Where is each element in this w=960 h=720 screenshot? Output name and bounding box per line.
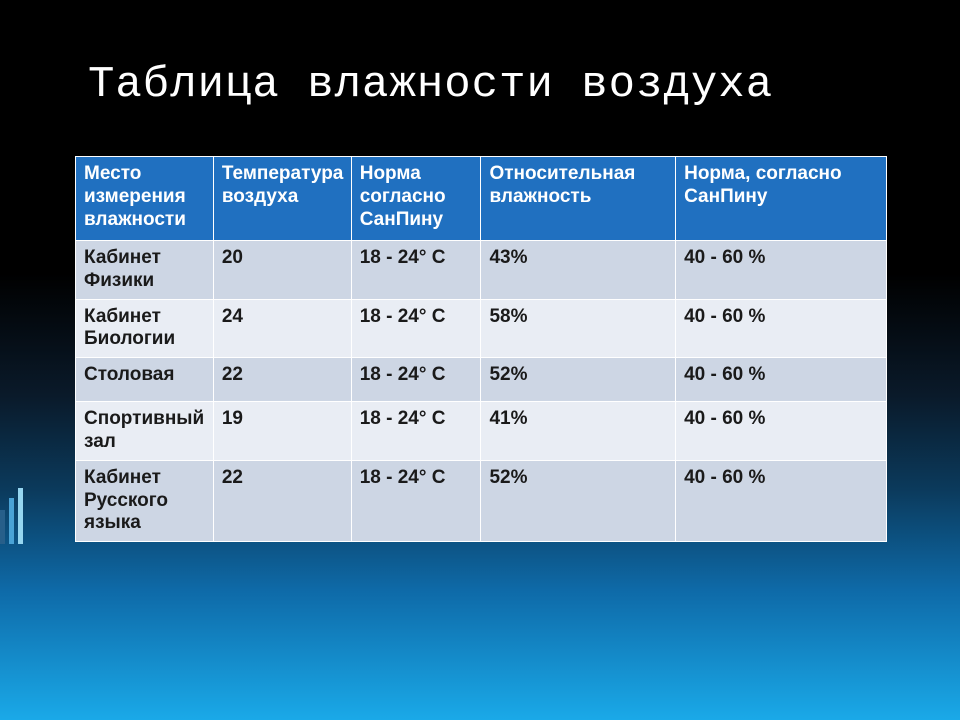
table-row: Кабинет Физики 20 18 - 24° C 43% 40 - 60… xyxy=(76,241,887,300)
cell-place: Кабинет Биологии xyxy=(76,299,214,358)
cell-tempnorm: 18 - 24° C xyxy=(351,460,481,541)
cell-humnorm: 40 - 60 % xyxy=(676,358,887,402)
col-header-humidity: Относительная влажность xyxy=(481,157,676,241)
page-title: Таблица влажности воздуха xyxy=(88,60,773,110)
accent-bars xyxy=(0,488,23,544)
cell-humnorm: 40 - 60 % xyxy=(676,241,887,300)
cell-humnorm: 40 - 60 % xyxy=(676,460,887,541)
col-header-tempnorm: Норма согласно СанПину xyxy=(351,157,481,241)
cell-humidity: 41% xyxy=(481,402,676,461)
table-header-row: Место измерения влажности Температура во… xyxy=(76,157,887,241)
accent-bar xyxy=(18,488,23,544)
humidity-table-container: Место измерения влажности Температура во… xyxy=(75,156,887,542)
cell-humidity: 52% xyxy=(481,358,676,402)
cell-humidity: 43% xyxy=(481,241,676,300)
cell-temp: 20 xyxy=(213,241,351,300)
cell-humnorm: 40 - 60 % xyxy=(676,402,887,461)
cell-place: Столовая xyxy=(76,358,214,402)
cell-temp: 22 xyxy=(213,358,351,402)
cell-temp: 24 xyxy=(213,299,351,358)
cell-tempnorm: 18 - 24° C xyxy=(351,402,481,461)
cell-tempnorm: 18 - 24° C xyxy=(351,241,481,300)
table-row: Спортивный зал 19 18 - 24° C 41% 40 - 60… xyxy=(76,402,887,461)
cell-place: Кабинет Русского языка xyxy=(76,460,214,541)
cell-temp: 19 xyxy=(213,402,351,461)
cell-place: Спортивный зал xyxy=(76,402,214,461)
cell-humnorm: 40 - 60 % xyxy=(676,299,887,358)
table-row: Кабинет Русского языка 22 18 - 24° C 52%… xyxy=(76,460,887,541)
table-row: Столовая 22 18 - 24° C 52% 40 - 60 % xyxy=(76,358,887,402)
cell-humidity: 52% xyxy=(481,460,676,541)
col-header-humnorm: Норма, согласно СанПину xyxy=(676,157,887,241)
table-row: Кабинет Биологии 24 18 - 24° C 58% 40 - … xyxy=(76,299,887,358)
accent-bar xyxy=(0,510,5,544)
accent-bar xyxy=(9,498,14,544)
col-header-temp: Температура воздуха xyxy=(213,157,351,241)
cell-tempnorm: 18 - 24° C xyxy=(351,299,481,358)
cell-tempnorm: 18 - 24° C xyxy=(351,358,481,402)
col-header-place: Место измерения влажности xyxy=(76,157,214,241)
humidity-table: Место измерения влажности Температура во… xyxy=(75,156,887,542)
cell-place: Кабинет Физики xyxy=(76,241,214,300)
cell-humidity: 58% xyxy=(481,299,676,358)
cell-temp: 22 xyxy=(213,460,351,541)
